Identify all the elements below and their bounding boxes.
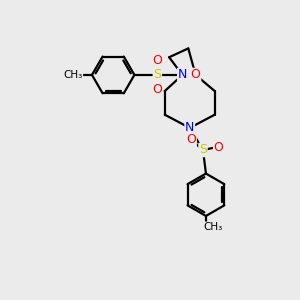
Text: CH₃: CH₃ xyxy=(204,222,223,232)
Text: O: O xyxy=(152,82,162,95)
Text: O: O xyxy=(186,133,196,146)
Text: O: O xyxy=(214,141,224,154)
Text: N: N xyxy=(178,68,187,81)
Text: S: S xyxy=(199,143,207,157)
Text: O: O xyxy=(191,68,201,81)
Text: S: S xyxy=(153,68,161,81)
Text: CH₃: CH₃ xyxy=(63,70,82,80)
Text: O: O xyxy=(152,54,162,67)
Text: N: N xyxy=(185,122,194,134)
